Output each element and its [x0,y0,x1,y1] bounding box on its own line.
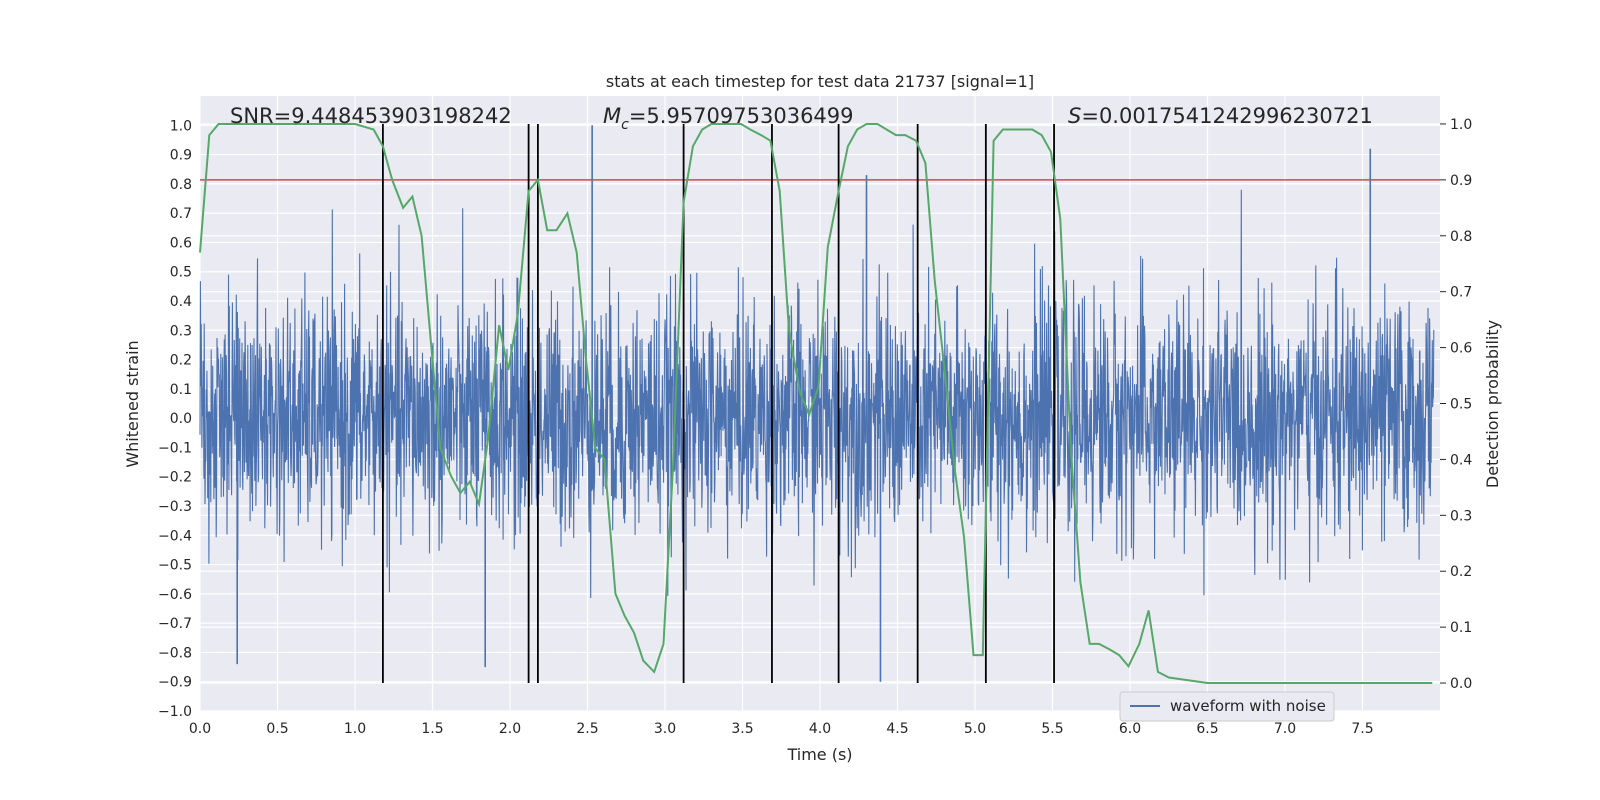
waveform-with-noise-line [199,189,1435,602]
detection-probability-line [199,123,1433,684]
s-value: =0.0017541242996230721 [1081,104,1373,128]
x-tick-label: 4.0 [809,721,831,737]
y-left-tick-label: −0.2 [158,470,192,486]
y-left-tick-label: 0.1 [170,382,192,398]
legend-label: waveform with noise [1170,697,1326,715]
chirp-mass-annotation: Mc=5.95709753036499 [603,104,854,133]
x-tick-label: 6.5 [1196,721,1218,737]
chirp-mass-subscript: c [621,117,629,133]
y-left-tick-label: −0.4 [158,528,192,544]
x-tick-label: 7.5 [1351,721,1373,737]
legend-box [1119,691,1335,722]
chart-title: stats at each timestep for test data 217… [606,72,1034,91]
y-right-tick-label: 0.2 [1450,564,1472,580]
x-tick-label: 4.5 [886,721,908,737]
x-tick-label: 5.5 [1041,721,1063,737]
x-tick-label: 2.5 [576,721,598,737]
y-right-tick-label: 0.9 [1450,173,1472,189]
x-tick-label: 7.0 [1274,721,1296,737]
y-left-tick-label: −0.1 [158,440,192,456]
y-right-tick-label: 0.0 [1450,676,1472,692]
y-left-tick-label: 0.0 [170,411,192,427]
y-left-tick-label: −0.7 [158,616,192,632]
y-left-tick-label: −0.5 [158,558,192,574]
x-tick-label: 5.0 [964,721,986,737]
legend: waveform with noise [1119,691,1335,722]
y-right-tick-label: 0.7 [1450,285,1472,301]
y-right-tick-label: 0.8 [1450,229,1472,245]
x-tick-label: 3.0 [654,721,676,737]
x-tick-label: 1.5 [421,721,443,737]
y-left-tick-label: −1.0 [158,704,192,720]
overlay [199,123,1440,684]
y-left-tick-label: 0.7 [170,206,192,222]
y-left-tick-label: 0.4 [170,294,192,310]
x-tick-label: 6.0 [1119,721,1141,737]
y-left-tick-label: 0.9 [170,148,192,164]
y-left-tick-label: −0.9 [158,675,192,691]
y-left-tick-label: −0.8 [158,645,192,661]
y-right-tick-label: 0.3 [1450,508,1472,524]
y-axis-right-label: Detection probability [1483,320,1502,488]
y-left-tick-label: −0.6 [158,587,192,603]
y-left-tick-label: −0.3 [158,499,192,515]
y-left-tick-label: 0.2 [170,353,192,369]
x-tick-label: 0.5 [266,721,288,737]
chirp-mass-value: =5.95709753036499 [629,104,854,128]
y-left-tick-label: 0.6 [170,235,192,251]
y-right-tick-label: 1.0 [1450,117,1472,133]
x-tick-label: 3.5 [731,721,753,737]
y-left-tick-label: 1.0 [170,118,192,134]
chirp-mass-symbol: M [603,104,621,128]
s-symbol: S [1068,104,1081,128]
snr-annotation: SNR=9.448453903198242 [230,104,512,128]
ticks: 0.0 0.5 1.0 1.5 2.0 2.5 3.0 3.5 4.0 4.5 5.0 5.5 6.0 6… [158,117,1472,737]
y-right-tick-label: 0.6 [1450,341,1472,357]
s-annotation: S=0.0017541242996230721 [1068,104,1373,128]
x-axis-label: Time (s) [786,745,852,764]
x-tick-label: 1.0 [344,721,366,737]
y-right-tick-label: 0.5 [1450,397,1472,413]
y-left-tick-label: 0.8 [170,177,192,193]
y-axis-left-label: Whitened strain [123,340,142,467]
y-left-tick-label: 0.3 [170,323,192,339]
x-tick-label: 0.0 [189,721,211,737]
x-tick-label: 2.0 [499,721,521,737]
y-right-tick-label: 0.1 [1450,620,1472,636]
y-left-tick-label: 0.5 [170,265,192,281]
y-right-tick-label: 0.4 [1450,452,1472,468]
